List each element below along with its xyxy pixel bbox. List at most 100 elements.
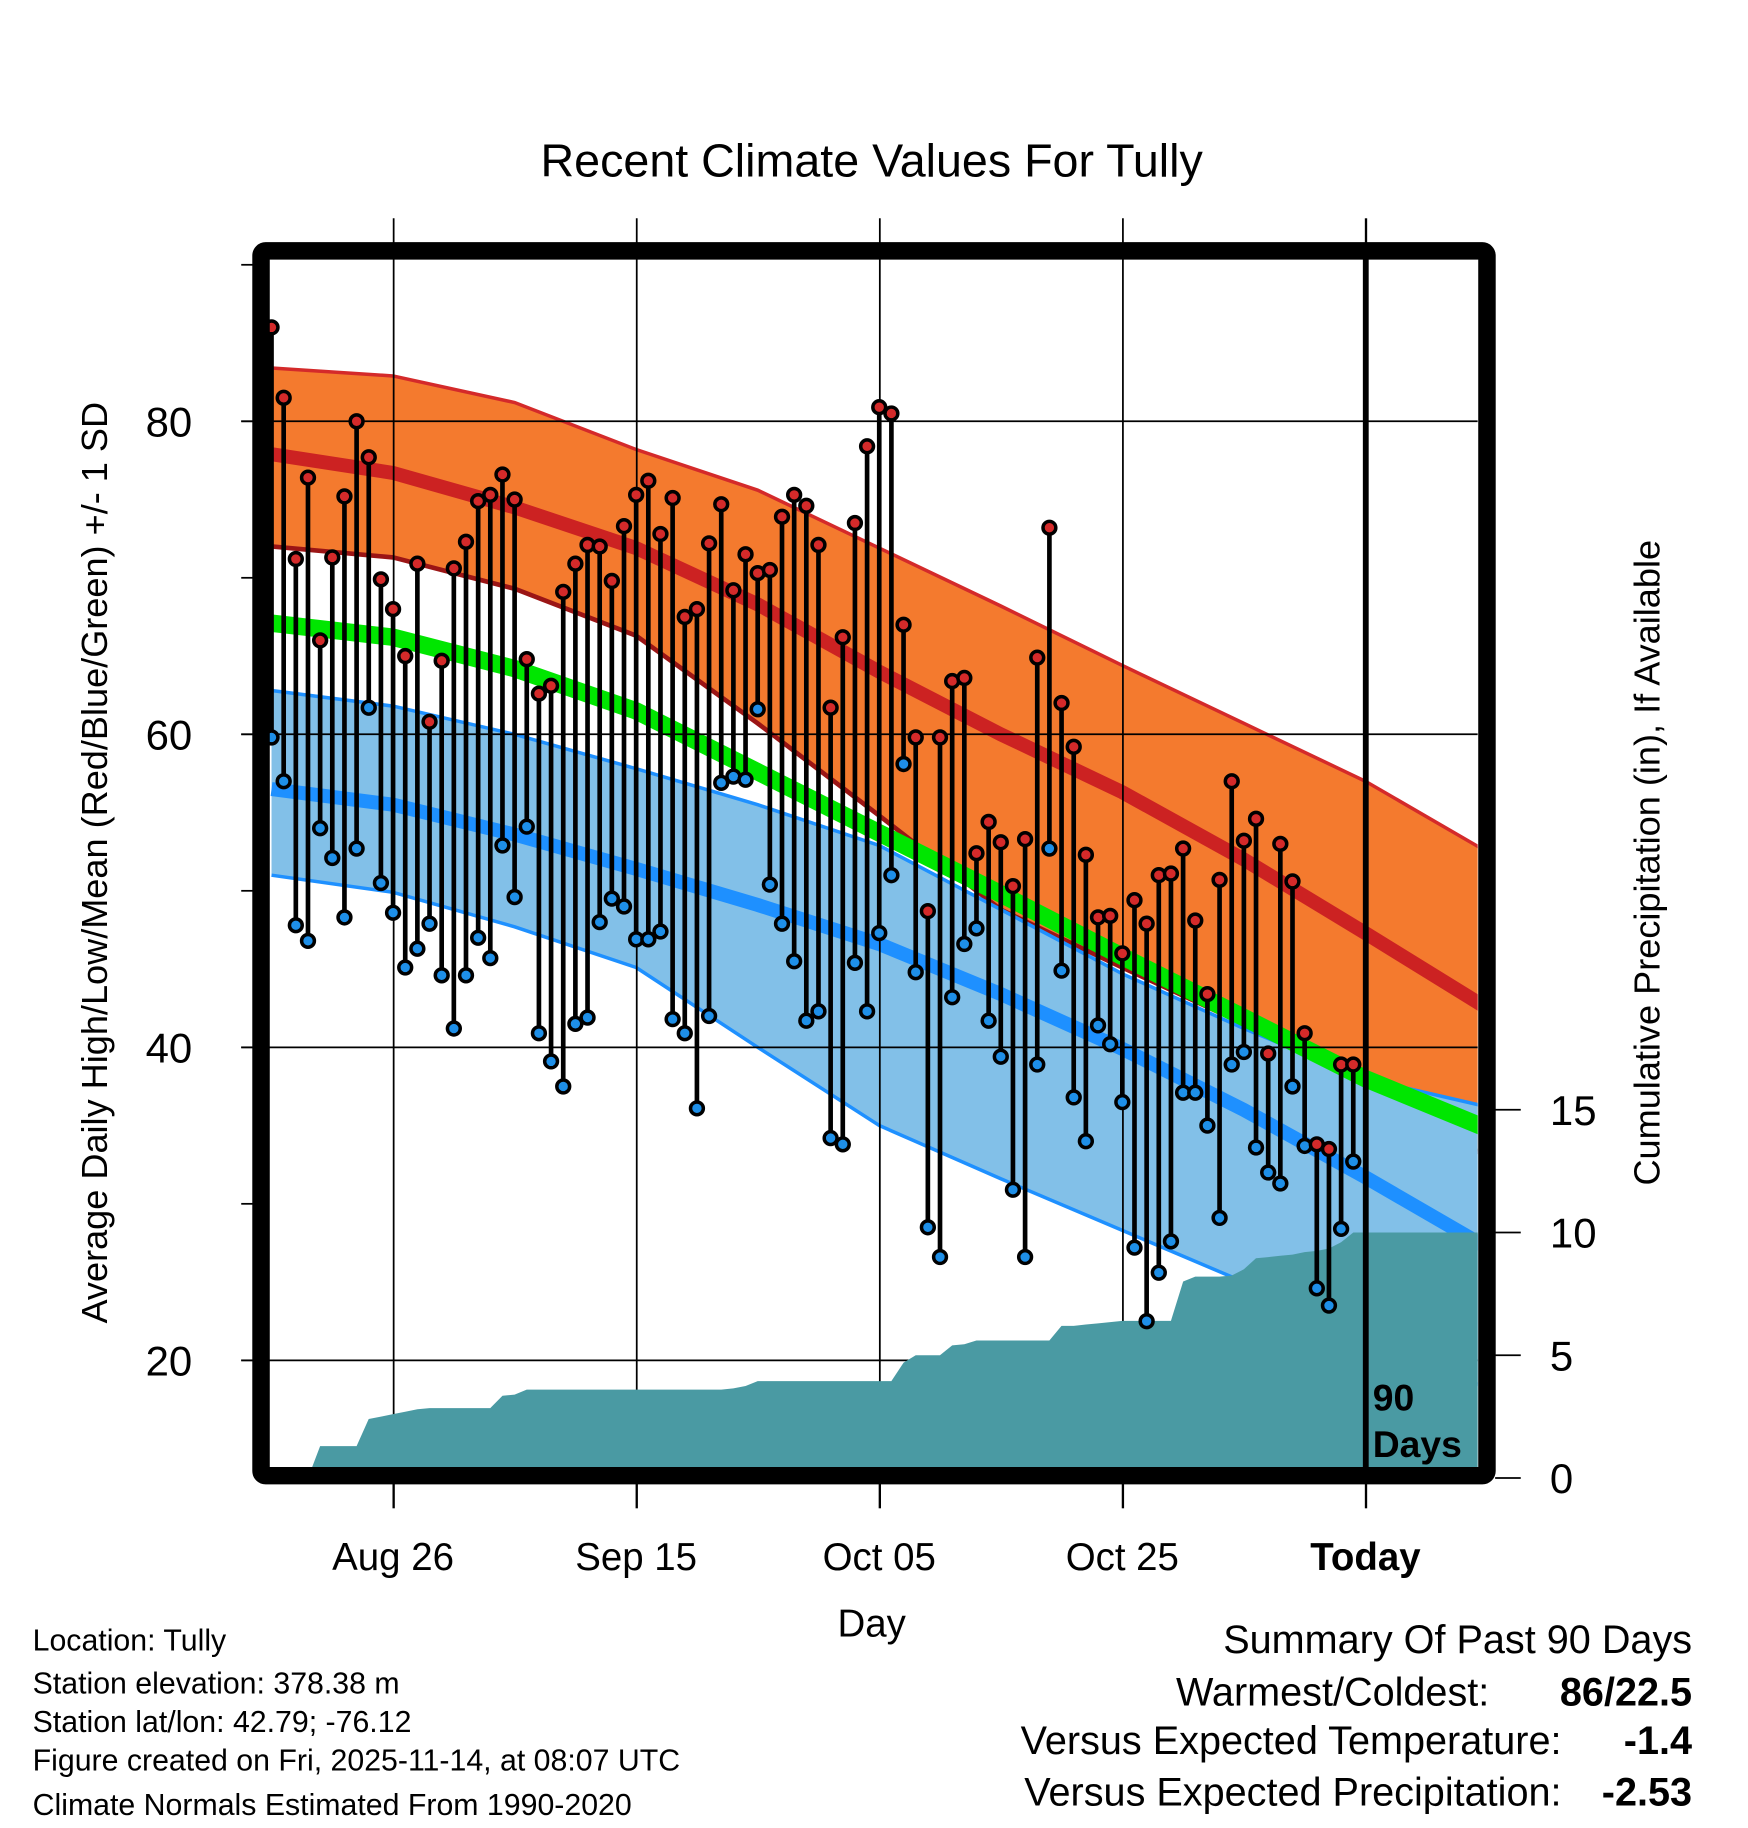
daily-low-point [409,940,426,957]
daily-low-point [1102,1036,1119,1053]
y2-tick-label: 0 [1550,1455,1573,1502]
daily-low-point [603,890,621,907]
y2-tick-label: 5 [1550,1332,1573,1379]
daily-low-point [445,1020,462,1037]
daily-high-point [713,496,730,513]
daily-high-point [615,517,633,535]
daily-high-point [652,525,669,543]
daily-low-point [919,1219,937,1236]
x-tick-label: Oct 25 [1066,1536,1179,1579]
daily-low-point [287,917,304,934]
daily-low-point [384,904,402,921]
daily-low-point [652,923,669,940]
daily-low-point [1029,1056,1046,1073]
daily-low-point [542,1053,560,1070]
daily-high-point [1296,1025,1313,1042]
daily-low-point [980,1012,997,1029]
x-tick-label: Oct 05 [823,1536,936,1579]
daily-high-point [956,669,973,687]
daily-low-point [555,1078,572,1095]
daily-low-point [518,818,535,835]
summary-panel: Summary Of Past 90 Days Warmest/Coldest:… [1021,1618,1692,1815]
daily-high-point [725,582,742,599]
daily-low-point [1016,1248,1034,1266]
daily-high-point [1199,985,1216,1003]
daily-high-point [1029,649,1046,666]
daily-high-point [1260,1045,1277,1062]
daily-high-point [798,497,815,514]
daily-low-point [1320,1297,1338,1314]
daily-low-point [713,774,730,791]
daily-high-point [384,600,402,618]
daily-high-point [1345,1056,1362,1073]
daily-temperature-marks [263,319,1362,1330]
axes: 20 40 60 80 0 5 10 15 Aug 26 Sep 15 Oct 05 Oct 25 To… [146,218,1597,1579]
daily-high-point [700,535,718,552]
daily-low-point [1211,1209,1228,1227]
daily-high-point [591,538,608,555]
daily-high-point [676,608,693,626]
daily-low-point [494,837,511,854]
elevation-text: Station elevation: 378.38 m [33,1668,400,1701]
daily-low-point [299,932,317,950]
temp-departure-value: -1.4 [1624,1719,1692,1763]
daily-high-point [275,389,292,406]
y2-tick-label: 10 [1550,1210,1597,1257]
daily-high-point [1077,846,1095,863]
daily-high-point [858,438,876,455]
temp-departure-label: Versus Expected Temperature: [1021,1719,1562,1763]
daily-low-point [786,953,803,970]
daily-high-point [1065,738,1082,755]
daily-low-point [1004,1181,1022,1198]
daily-low-point [1260,1164,1277,1181]
daily-high-point [1162,865,1180,882]
daily-low-point [846,954,864,971]
chart-title: Recent Climate Values For Tully [541,134,1204,186]
daily-low-point [883,867,900,884]
daily-low-point [700,1007,718,1025]
daily-high-point [421,713,438,730]
daily-high-point [482,486,499,504]
daily-high-point [409,555,426,572]
daily-high-point [1272,835,1289,853]
daily-high-point [518,651,535,668]
daily-low-point [421,915,438,932]
daily-high-point [919,902,937,920]
daily-low-point [1114,1093,1131,1111]
daily-high-point [287,550,304,568]
daily-low-point [1126,1239,1143,1256]
daily-high-point [992,834,1009,851]
daily-high-point [530,685,548,702]
daily-low-point [773,915,791,932]
daily-high-point [433,652,450,669]
daily-low-point [324,849,341,867]
y-tick-label: 60 [146,711,193,758]
daily-high-point [348,413,365,430]
x-tick-label: Today [1310,1536,1421,1579]
daily-low-point [1284,1078,1301,1095]
summary-title: Summary Of Past 90 Days [1223,1618,1692,1662]
daily-high-point [567,555,584,572]
daily-low-point [397,959,414,976]
daily-low-point [664,1010,681,1028]
daily-low-point [1247,1139,1265,1156]
daily-high-point [372,571,390,588]
daily-high-point [1187,912,1204,929]
x-tick-label: Aug 26 [332,1536,454,1579]
daily-low-point [567,1015,584,1032]
daily-low-point [931,1248,949,1266]
daily-high-point [1235,832,1253,849]
period-label-days: Days [1373,1423,1462,1465]
daily-low-point [956,935,973,953]
daily-high-point [1041,519,1058,536]
daily-high-point [311,632,329,649]
daily-high-point [1174,840,1192,857]
precip-area-layer [311,1232,1478,1469]
x-axis-title: Day [837,1603,906,1646]
daily-high-point [324,549,341,566]
daily-high-point [469,492,487,510]
daily-high-point [506,491,523,508]
daily-high-point [360,449,377,466]
daily-low-point [530,1025,548,1042]
daily-high-point [542,677,560,694]
